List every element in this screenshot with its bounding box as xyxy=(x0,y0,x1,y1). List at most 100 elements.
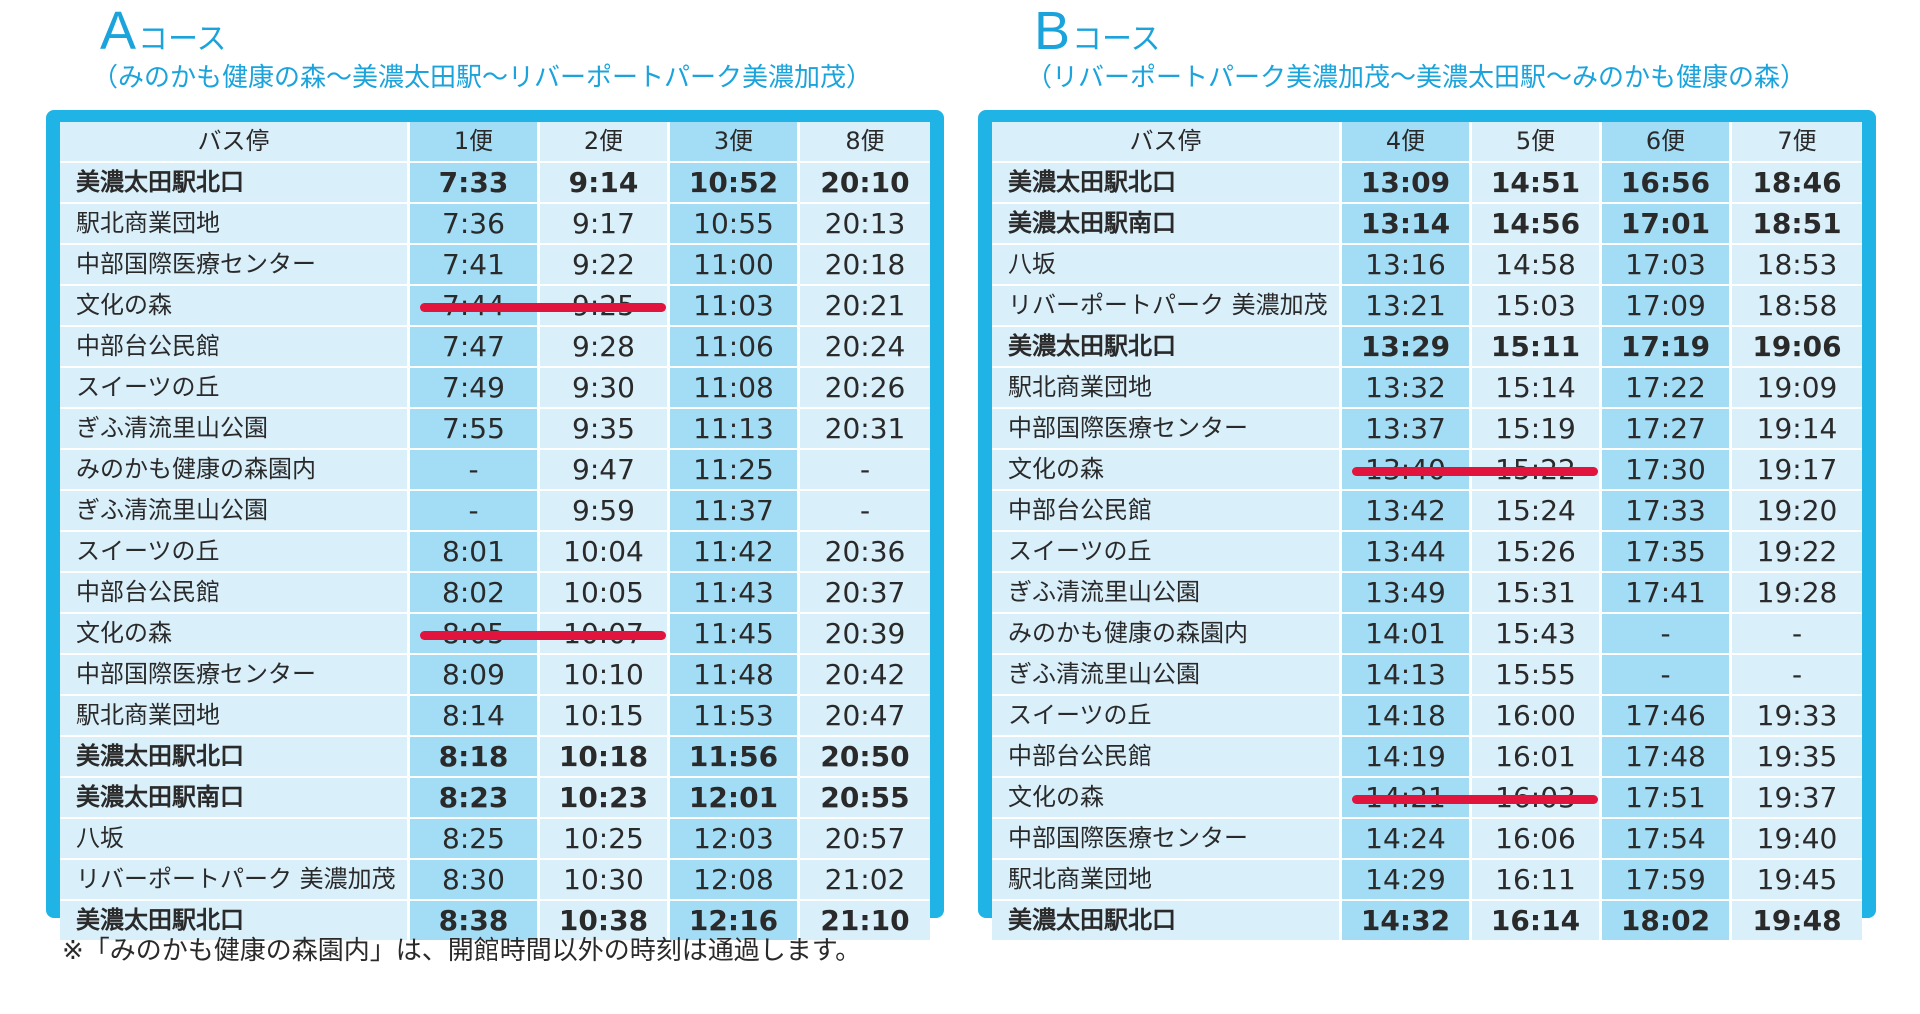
departure-time: 17:35 xyxy=(1602,532,1732,573)
departure-time: 19:35 xyxy=(1732,737,1862,778)
bus-stop-name: 駅北商業団地 xyxy=(60,696,410,737)
course-a-word: コース xyxy=(138,22,227,57)
departure-time: 19:28 xyxy=(1732,573,1862,614)
bus-stop-name: スイーツの丘 xyxy=(60,368,410,409)
column-header-trip: 4便 xyxy=(1342,122,1472,163)
departure-time: 17:41 xyxy=(1602,573,1732,614)
column-header-stop: バス停 xyxy=(992,122,1342,163)
departure-time: 15:11 xyxy=(1472,327,1602,368)
column-header-trip: 1便 xyxy=(410,122,540,163)
table-row: リバーポートパーク 美濃加茂 13:21 15:03 17:09 18:58 xyxy=(992,286,1862,327)
departure-time: 15:14 xyxy=(1472,368,1602,409)
departure-time: 19:45 xyxy=(1732,860,1862,901)
departure-time: 11:45 xyxy=(670,614,800,655)
departure-time: 8:02 xyxy=(410,573,540,614)
table-row: スイーツの丘 14:18 16:00 17:46 19:33 xyxy=(992,696,1862,737)
bus-stop-name: リバーポートパーク 美濃加茂 xyxy=(60,860,410,901)
departure-time: 7:55 xyxy=(410,409,540,450)
departure-time: 19:33 xyxy=(1732,696,1862,737)
footnote: ※「みのかも健康の森園内」は、開館時間以外の時刻は通過します。 xyxy=(62,936,862,966)
table-row: 中部国際医療センター 14:24 16:06 17:54 19:40 xyxy=(992,819,1862,860)
departure-time: 20:39 xyxy=(800,614,930,655)
departure-time: 19:37 xyxy=(1732,778,1862,819)
departure-time: 13:37 xyxy=(1342,409,1472,450)
table-row: スイーツの丘 8:01 10:04 11:42 20:36 xyxy=(60,532,930,573)
cancelled-strike-line xyxy=(420,630,666,640)
table-row: リバーポートパーク 美濃加茂 8:30 10:30 12:08 21:02 xyxy=(60,860,930,901)
table-row: 中部台公民館 8:02 10:05 11:43 20:37 xyxy=(60,573,930,614)
departure-time: 15:43 xyxy=(1472,614,1602,655)
departure-time: 12:16 xyxy=(670,901,800,940)
departure-time: 17:22 xyxy=(1602,368,1732,409)
departure-time: 14:19 xyxy=(1342,737,1472,778)
departure-time: 11:00 xyxy=(670,245,800,286)
bus-stop-name: 文化の森 xyxy=(992,450,1342,491)
departure-time: 17:33 xyxy=(1602,491,1732,532)
departure-time: 19:09 xyxy=(1732,368,1862,409)
departure-time: 20:47 xyxy=(800,696,930,737)
bus-stop-name: 中部台公民館 xyxy=(992,491,1342,532)
departure-time: 20:26 xyxy=(800,368,930,409)
departure-time: 7:47 xyxy=(410,327,540,368)
departure-time: 17:19 xyxy=(1602,327,1732,368)
departure-time: 20:42 xyxy=(800,655,930,696)
departure-time: 7:41 xyxy=(410,245,540,286)
bus-stop-name: みのかも健康の森園内 xyxy=(60,450,410,491)
departure-time: 10:38 xyxy=(540,901,670,940)
departure-time: 11:03 xyxy=(670,286,800,327)
departure-time: 9:14 xyxy=(540,163,670,204)
departure-time: 19:48 xyxy=(1732,901,1862,940)
departure-time: 19:17 xyxy=(1732,450,1862,491)
departure-time: 17:27 xyxy=(1602,409,1732,450)
departure-time: 11:08 xyxy=(670,368,800,409)
table-row: 八坂 8:25 10:25 12:03 20:57 xyxy=(60,819,930,860)
table-row: 中部台公民館 13:42 15:24 17:33 19:20 xyxy=(992,491,1862,532)
departure-time: 11:13 xyxy=(670,409,800,450)
table-row: 中部国際医療センター 13:37 15:19 17:27 19:14 xyxy=(992,409,1862,450)
bus-stop-name: 美濃太田駅北口 xyxy=(60,737,410,778)
departure-time: 9:59 xyxy=(540,491,670,532)
table-row: スイーツの丘 13:44 15:26 17:35 19:22 xyxy=(992,532,1862,573)
bus-stop-name: 中部台公民館 xyxy=(992,737,1342,778)
bus-stop-name: 八坂 xyxy=(60,819,410,860)
column-header-trip: 2便 xyxy=(540,122,670,163)
departure-time: 13:42 xyxy=(1342,491,1472,532)
cancelled-strike-line xyxy=(1352,794,1598,804)
departure-time: 13:49 xyxy=(1342,573,1472,614)
bus-stop-name: 美濃太田駅北口 xyxy=(60,163,410,204)
departure-time: 17:59 xyxy=(1602,860,1732,901)
departure-time: 11:42 xyxy=(670,532,800,573)
table-row: スイーツの丘 7:49 9:30 11:08 20:26 xyxy=(60,368,930,409)
departure-time: 20:31 xyxy=(800,409,930,450)
column-header-trip: 6便 xyxy=(1602,122,1732,163)
departure-time: 8:30 xyxy=(410,860,540,901)
departure-time: 13:29 xyxy=(1342,327,1472,368)
bus-stop-name: リバーポートパーク 美濃加茂 xyxy=(992,286,1342,327)
bus-stop-name: 駅北商業団地 xyxy=(992,368,1342,409)
departure-time: 16:00 xyxy=(1472,696,1602,737)
departure-time: - xyxy=(800,491,930,532)
course-a-subtitle: （みのかも健康の森～美濃太田駅～リバーポートパーク美濃加茂） xyxy=(92,63,873,93)
departure-time: 7:36 xyxy=(410,204,540,245)
column-header-trip: 3便 xyxy=(670,122,800,163)
course-b-letter: B xyxy=(1034,1,1071,61)
departure-time: 16:06 xyxy=(1472,819,1602,860)
departure-time: 11:48 xyxy=(670,655,800,696)
table-row: 美濃太田駅南口 8:23 10:23 12:01 20:55 xyxy=(60,778,930,819)
bus-stop-name: みのかも健康の森園内 xyxy=(992,614,1342,655)
departure-time: 12:03 xyxy=(670,819,800,860)
departure-time: 17:03 xyxy=(1602,245,1732,286)
departure-time: 14:24 xyxy=(1342,819,1472,860)
departure-time: 17:30 xyxy=(1602,450,1732,491)
departure-time: 19:06 xyxy=(1732,327,1862,368)
departure-time: 17:46 xyxy=(1602,696,1732,737)
departure-time: 8:38 xyxy=(410,901,540,940)
departure-time: 19:20 xyxy=(1732,491,1862,532)
departure-time: 9:17 xyxy=(540,204,670,245)
table-row: ぎふ清流里山公園 7:55 9:35 11:13 20:31 xyxy=(60,409,930,450)
course-a-timetable: バス停 1便 2便 3便 8便 美濃太田駅北口 7:33 9:14 10:52 20:10 駅北商… xyxy=(60,122,930,940)
bus-stop-name: 美濃太田駅南口 xyxy=(992,204,1342,245)
departure-time: 9:30 xyxy=(540,368,670,409)
table-row: 中部国際医療センター 7:41 9:22 11:00 20:18 xyxy=(60,245,930,286)
departure-time: 20:55 xyxy=(800,778,930,819)
